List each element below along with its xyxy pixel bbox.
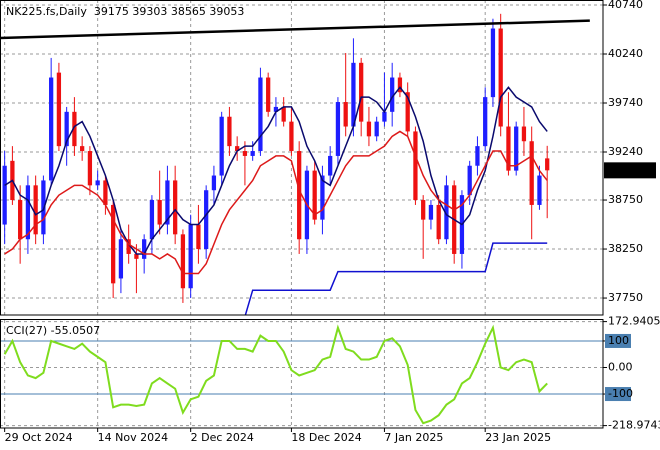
y-tick-label: 38750	[608, 193, 643, 206]
candle-body	[72, 111, 77, 147]
y-tick-label: 172.9405	[608, 315, 660, 328]
candle-body	[219, 116, 224, 176]
candle-body	[49, 77, 54, 181]
x-tick-label: 23 Jan 2025	[485, 431, 551, 444]
level-label-bg	[605, 387, 631, 402]
cci-title: CCI(27) -55.0507	[6, 324, 100, 337]
cci-frame	[0, 319, 604, 429]
y-tick-label: 40240	[608, 47, 643, 60]
candle-body	[498, 28, 503, 127]
x-tick-label: 14 Nov 2024	[98, 431, 168, 444]
candle-body	[266, 77, 271, 112]
candle-body	[521, 126, 527, 142]
candle-body	[467, 165, 472, 196]
y-tick-label: 37750	[608, 291, 643, 304]
candle-body	[235, 146, 240, 152]
y-tick-label: 40740	[608, 0, 643, 11]
candle-body	[397, 77, 403, 93]
candle-body	[33, 185, 38, 235]
candle-body	[64, 111, 69, 147]
candle-body	[490, 28, 496, 98]
last-price-box	[604, 162, 656, 179]
indicator-line	[3, 324, 548, 425]
candle-body	[413, 131, 418, 201]
candle-body	[545, 158, 550, 171]
candle-body	[80, 146, 85, 152]
indicator-line	[4, 130, 548, 275]
candle-body	[25, 185, 31, 240]
candle-body	[95, 180, 100, 186]
y-tick-label: 0.00	[608, 360, 633, 373]
candle-body	[165, 180, 170, 225]
candle-body	[18, 200, 23, 240]
y-tick-label: 38250	[608, 242, 643, 255]
candle-body	[351, 62, 356, 127]
candle-body	[173, 180, 178, 235]
candle-body	[87, 151, 93, 186]
candle-body	[258, 77, 263, 152]
candle-body	[483, 97, 488, 147]
candle-body	[421, 200, 426, 220]
candle-body	[382, 111, 387, 122]
candle-body	[180, 234, 186, 289]
candle-body	[149, 200, 155, 240]
candle-body	[405, 92, 410, 132]
candle-body	[320, 175, 325, 220]
y-tick-label: 39240	[608, 145, 643, 158]
x-tick-label: 2 Dec 2024	[191, 431, 254, 444]
candle-body	[297, 151, 302, 240]
level-label-bg	[605, 333, 631, 348]
candle-body	[529, 141, 534, 205]
candle-body	[196, 224, 201, 250]
chart-title: NK225.fs,Daily 39175 39303 38565 39053	[6, 5, 244, 18]
main-frame	[0, 0, 604, 316]
indicator-line	[0, 19, 590, 40]
candle-body	[118, 239, 124, 279]
candle-body	[537, 175, 542, 205]
candle-body	[506, 126, 511, 171]
candle-body	[142, 239, 147, 259]
candle-body	[56, 72, 62, 147]
candle-body	[289, 121, 294, 152]
candle-body	[475, 146, 480, 166]
candle-body	[227, 116, 232, 147]
candle-body	[366, 121, 372, 137]
candle-body	[343, 102, 348, 127]
indicator-line	[244, 242, 548, 315]
candle-body	[126, 239, 131, 254]
candle-body	[281, 106, 286, 122]
candle-body	[444, 185, 449, 240]
candle-body	[374, 121, 379, 137]
x-tick-label: 29 Oct 2024	[5, 431, 73, 444]
y-tick-label: -218.9743	[608, 419, 660, 432]
candle-body	[390, 77, 395, 112]
indicator-line	[4, 86, 548, 255]
x-tick-label: 7 Jan 2025	[384, 431, 443, 444]
candle-body	[436, 204, 441, 240]
last-price-label: 39053	[608, 163, 643, 176]
candle-body	[328, 155, 333, 176]
candle-body	[428, 204, 434, 220]
candle-body	[514, 126, 519, 171]
candle-body	[103, 180, 108, 205]
x-tick-label: 18 Dec 2024	[291, 431, 361, 444]
y-tick-label: 100	[608, 334, 629, 347]
candle-body	[359, 62, 364, 122]
candle-body	[157, 200, 162, 225]
y-tick-label: 39740	[608, 96, 643, 109]
candle-body	[335, 102, 341, 156]
candle-body	[2, 165, 7, 225]
candle-body	[211, 175, 217, 191]
candle-body	[111, 204, 116, 284]
candle-body	[188, 224, 193, 289]
candle-body	[250, 151, 255, 156]
candle-body	[134, 253, 139, 259]
candle-body	[273, 106, 279, 112]
candle-body	[312, 170, 317, 220]
candle-body	[204, 190, 209, 250]
y-tick-label: -100	[608, 387, 633, 400]
candle-body	[242, 151, 248, 156]
